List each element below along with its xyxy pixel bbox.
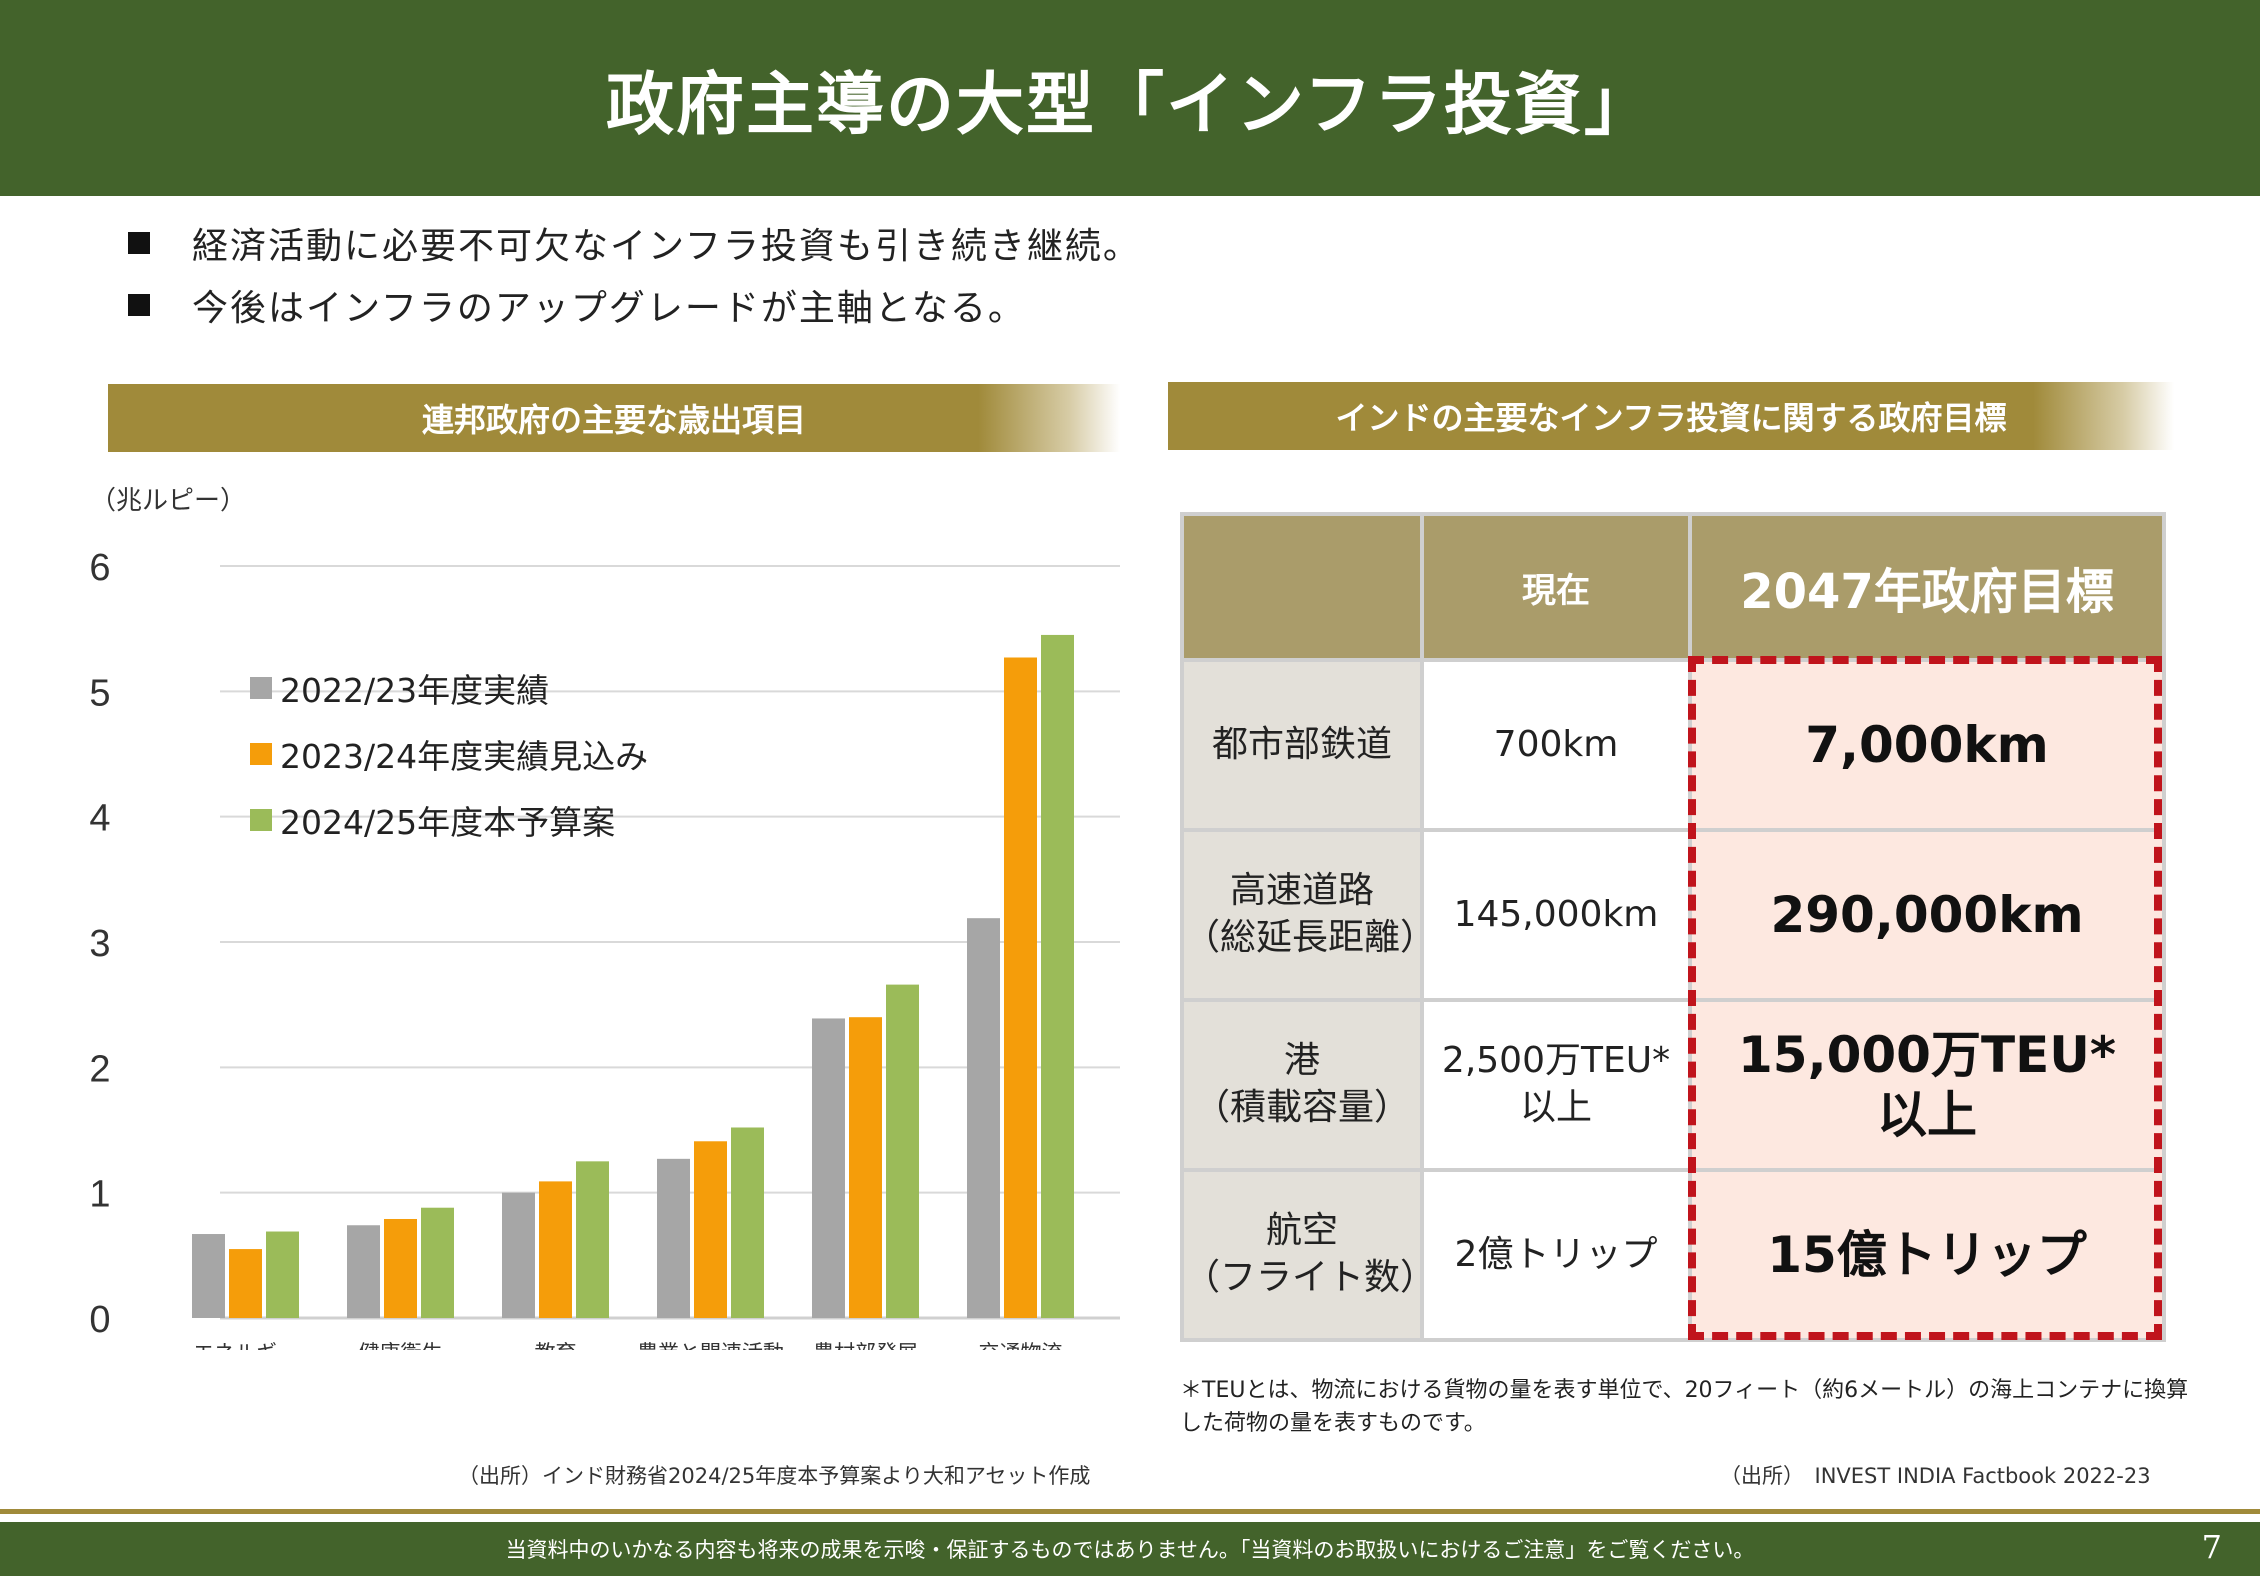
bar-0-1 xyxy=(347,1225,380,1318)
bar-2-5 xyxy=(1041,634,1074,1318)
goal-value: 290,000km xyxy=(1688,828,2166,1002)
x-category-label: 教育 xyxy=(535,1341,577,1350)
y-tick-label: 6 xyxy=(89,547,110,589)
bar-1-0 xyxy=(229,1249,262,1318)
goal-table: 現在 2047年政府目標 都市部鉄道 700km 7,000km 高速道路 （総… xyxy=(1180,512,2166,1342)
y-tick-label: 4 xyxy=(89,798,110,840)
bullet-list: 経済活動に必要不可欠なインフラ投資も引き続き継続。 今後はインフラのアップグレー… xyxy=(128,212,1141,336)
row-label: 航空 （フライト数） xyxy=(1180,1168,1436,1342)
bar-0-5 xyxy=(967,918,1000,1318)
table-header-now: 現在 xyxy=(1420,512,1692,662)
bar-2-2 xyxy=(576,1161,609,1318)
legend-label: 2023/24年度実績見込み xyxy=(280,737,649,776)
bar-2-4 xyxy=(886,984,919,1318)
y-tick-label: 1 xyxy=(89,1174,110,1216)
bullet-square-icon xyxy=(128,294,150,316)
table-header-blank xyxy=(1180,512,1424,662)
legend-item: 2023/24年度実績見込み xyxy=(250,721,648,787)
x-category-label: 交通物流 xyxy=(979,1341,1063,1350)
goal-value: 15億トリップ xyxy=(1688,1168,2166,1342)
legend-swatch-orange xyxy=(250,743,272,765)
bar-2-3 xyxy=(731,1127,764,1318)
bullet-item: 今後はインフラのアップグレードが主軸となる。 xyxy=(128,274,1141,336)
bullet-square-icon xyxy=(128,232,150,254)
bar-1-3 xyxy=(694,1141,727,1318)
chart-unit-label: （兆ルピー） xyxy=(90,486,247,516)
now-value: 700km xyxy=(1420,658,1692,832)
bar-1-1 xyxy=(384,1218,417,1318)
footer-divider xyxy=(0,1509,2260,1514)
bar-1-4 xyxy=(849,1017,882,1318)
now-value: 145,000km xyxy=(1420,828,1692,1002)
bar-2-0 xyxy=(266,1231,299,1318)
chart-source: （出所）インド財務省2024/25年度本予算案より大和アセット作成 xyxy=(458,1464,1091,1488)
row-label: 港 （積載容量） xyxy=(1180,998,1424,1172)
bar-0-0 xyxy=(192,1234,225,1318)
y-tick-label: 3 xyxy=(89,923,110,965)
goal-value: 7,000km xyxy=(1688,658,2166,832)
title-band xyxy=(0,0,2260,196)
legend-swatch-gray xyxy=(250,677,272,699)
legend-label: 2024/25年度本予算案 xyxy=(280,803,616,842)
bar-2-1 xyxy=(421,1207,454,1318)
goal-value: 15,000万TEU* 以上 xyxy=(1688,998,2166,1172)
legend-item: 2022/23年度実績 xyxy=(250,655,648,721)
bar-1-2 xyxy=(539,1181,572,1318)
table-row: 航空 （フライト数） 2億トリップ 15億トリップ xyxy=(1180,1168,2166,1342)
bar-1-5 xyxy=(1004,657,1037,1318)
chart-legend: 2022/23年度実績 2023/24年度実績見込み 2024/25年度本予算案 xyxy=(250,655,648,853)
legend-label: 2022/23年度実績 xyxy=(280,671,550,710)
x-category-label: 農業と関連活動 xyxy=(637,1341,784,1350)
table-header-row: 現在 2047年政府目標 xyxy=(1180,512,2166,662)
goal-highlight-border xyxy=(1688,656,2162,1340)
page-title: 政府主導の大型「インフラ投資」 xyxy=(606,65,1654,145)
left-section-title: 連邦政府の主要な歳出項目 xyxy=(108,384,1120,452)
row-label: 高速道路 （総延長距離） xyxy=(1180,828,1436,1002)
x-category-label: エネルギー xyxy=(193,1341,298,1350)
chart-canvas: 0 1 2 3 4 5 6 エネルギー 健康衛生 教育 農業と関連活動 農村部発展 交通物流 xyxy=(89,547,1120,1350)
table-source: （出所） INVEST INDIA Factbook 2022-23 xyxy=(1720,1464,2151,1488)
bar-0-2 xyxy=(502,1192,535,1318)
row-label: 都市部鉄道 xyxy=(1180,658,1424,832)
y-tick-label: 2 xyxy=(89,1048,110,1090)
x-category-label: 農村部発展 xyxy=(813,1341,918,1350)
bullet-item: 経済活動に必要不可欠なインフラ投資も引き続き継続。 xyxy=(128,212,1141,274)
now-value: 2,500万TEU* 以上 xyxy=(1420,998,1692,1172)
y-tick-label: 5 xyxy=(89,672,110,714)
bar-0-4 xyxy=(812,1018,845,1318)
table-row: 港 （積載容量） 2,500万TEU* 以上 15,000万TEU* 以上 xyxy=(1180,998,2166,1172)
legend-swatch-green xyxy=(250,809,272,831)
table-row: 都市部鉄道 700km 7,000km xyxy=(1180,658,2166,832)
x-category-label: 健康衛生 xyxy=(359,1341,443,1350)
right-section-title: インドの主要なインフラ投資に関する政府目標 xyxy=(1168,382,2174,450)
legend-item: 2024/25年度本予算案 xyxy=(250,787,648,853)
table-row: 高速道路 （総延長距離） 145,000km 290,000km xyxy=(1180,828,2166,1002)
page-number: 7 xyxy=(2201,1528,2222,1566)
now-value: 2億トリップ xyxy=(1420,1168,1692,1342)
table-header-goal: 2047年政府目標 xyxy=(1688,512,2166,662)
expenditure-chart: （兆ルピー） 0 1 2 3 4 5 6 エネルギー 健康衛生 教育 農業と関連活動 農村部発展 交通物… xyxy=(60,480,1120,1350)
y-tick-label: 0 xyxy=(89,1299,110,1341)
bar-0-3 xyxy=(657,1158,690,1318)
teu-footnote: ＊TEUとは、物流における貨物の量を表す単位で、20フィート（約6メートル）の海… xyxy=(1180,1378,2189,1436)
bullet-text: 今後はインフラのアップグレードが主軸となる。 xyxy=(192,288,1026,329)
footer-band xyxy=(0,1522,2260,1576)
bullet-text: 経済活動に必要不可欠なインフラ投資も引き続き継続。 xyxy=(192,226,1141,267)
footer-disclaimer: 当資料中のいかなる内容も将来の成果を示唆・保証するものではありません。「当資料の… xyxy=(505,1538,1755,1562)
